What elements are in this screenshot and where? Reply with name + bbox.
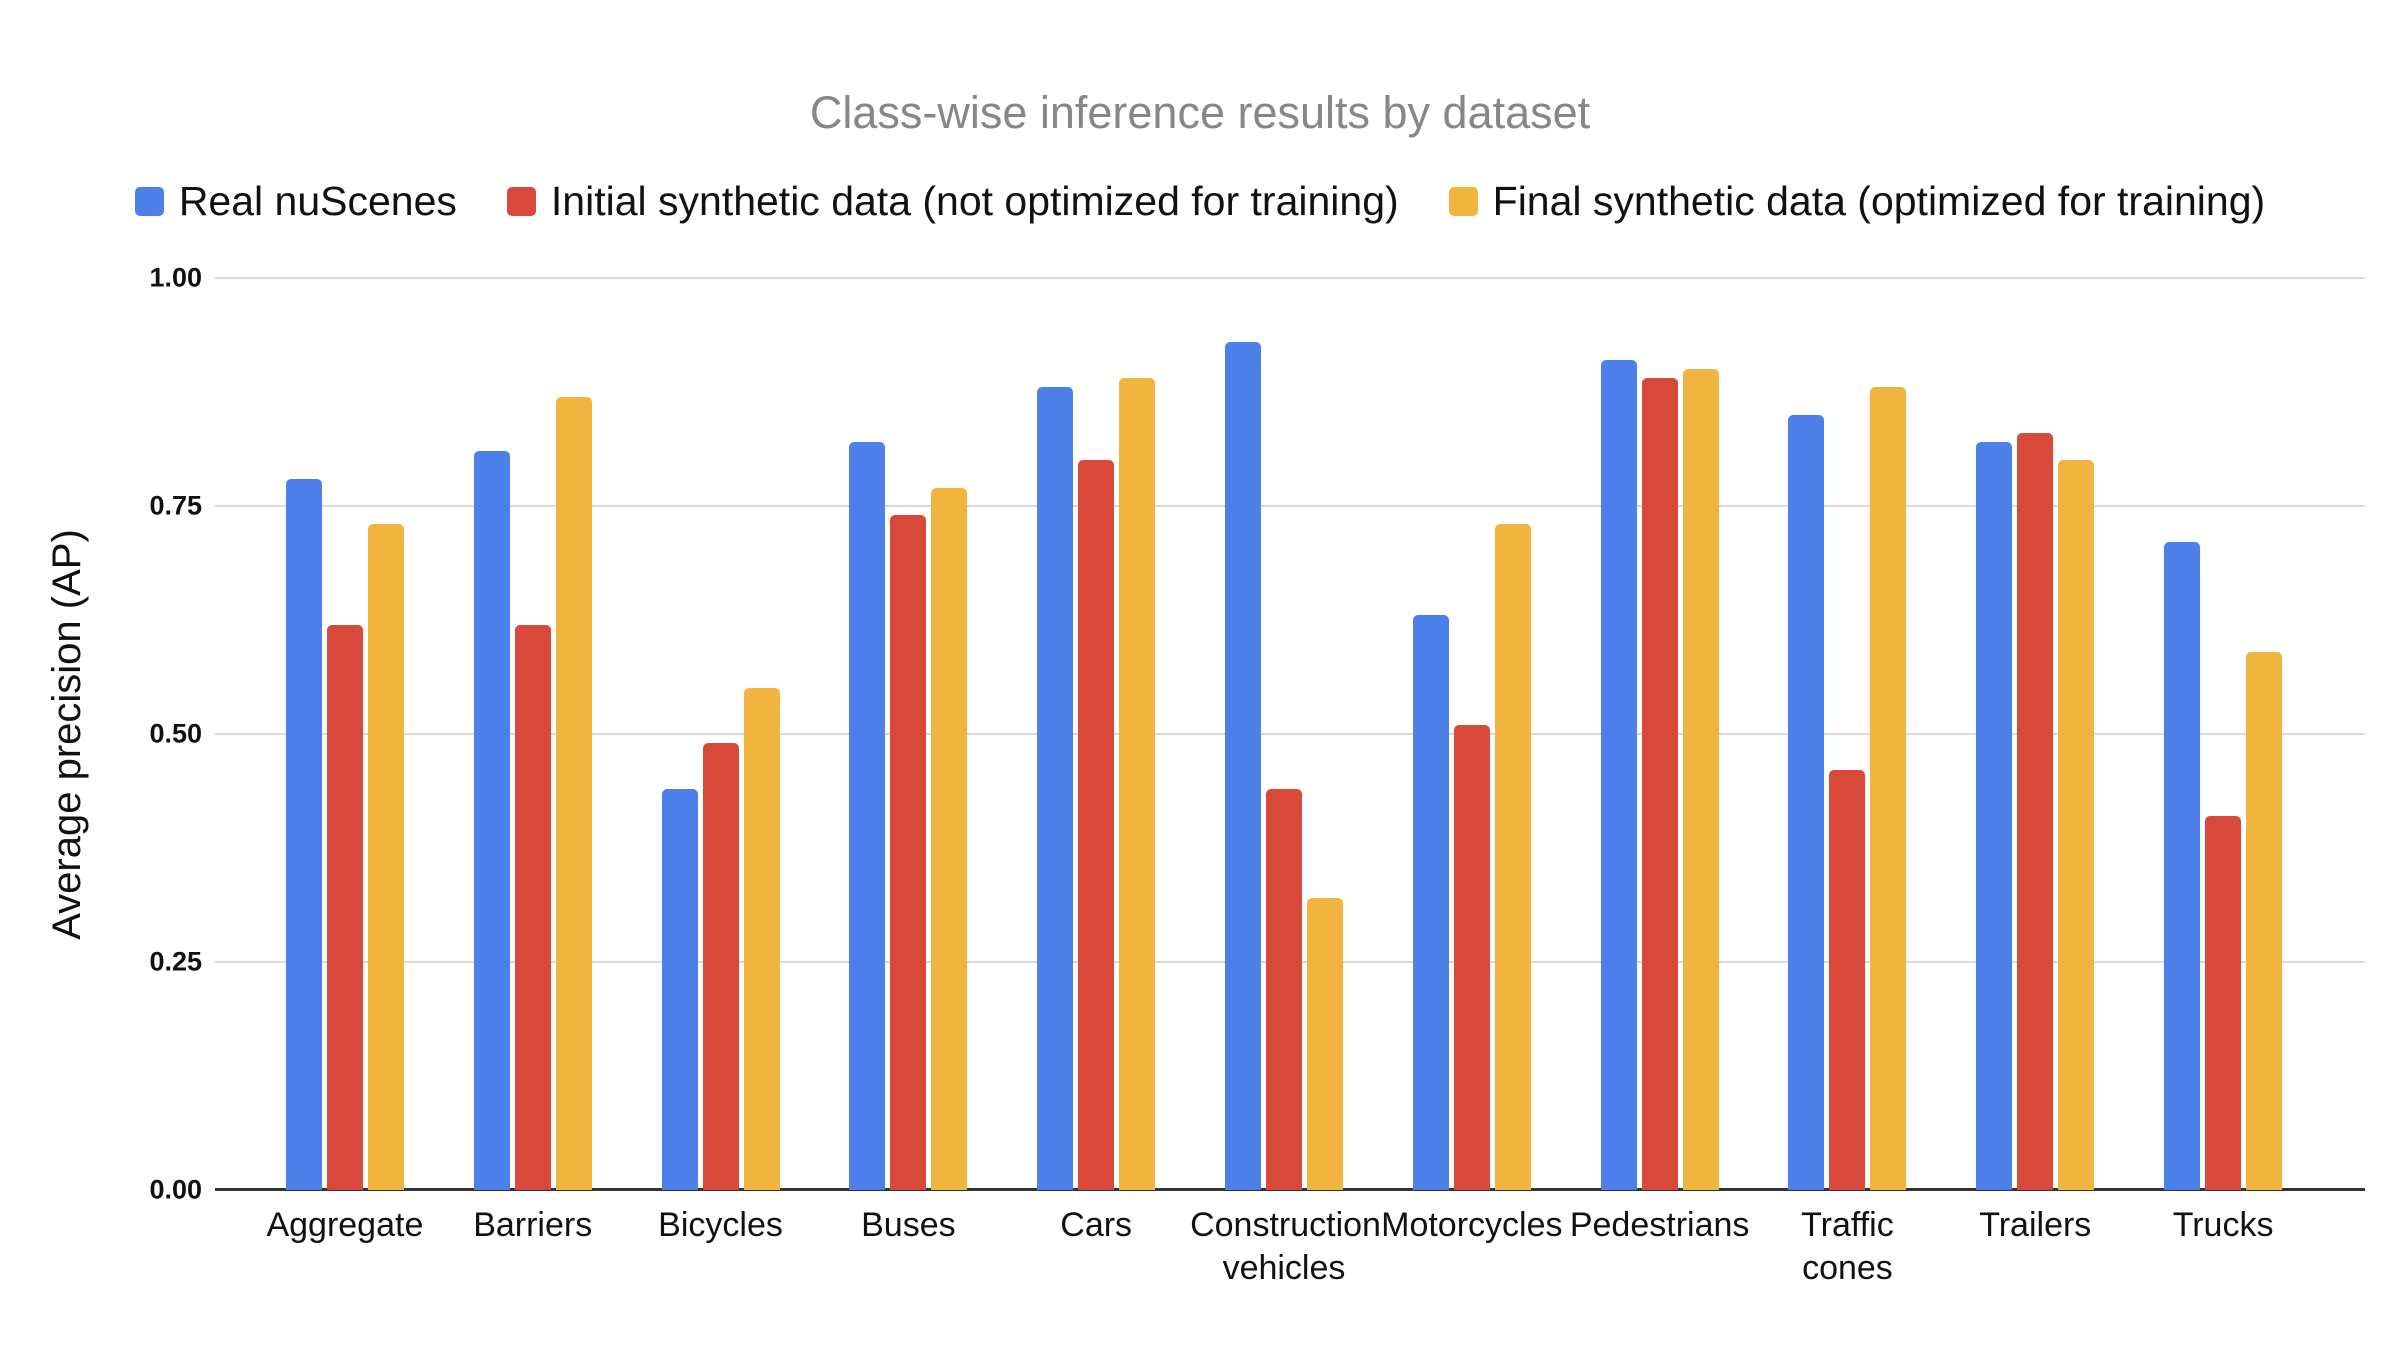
bar-group-motorcycles	[1378, 278, 1566, 1190]
bar-bicycles-real-nuscenes[interactable]	[661, 788, 698, 1190]
bar-aggregate-real-nuscenes[interactable]	[285, 478, 322, 1190]
bar-construction-vehicles-initial-synthetic-data-not-optimized-for-training-[interactable]	[1265, 788, 1302, 1190]
bar-group-cars	[1002, 278, 1190, 1190]
bar-traffic-cones-initial-synthetic-data-not-optimized-for-training-[interactable]	[1829, 770, 1866, 1190]
bar-motorcycles-final-synthetic-data-optimized-for-training-[interactable]	[1494, 524, 1531, 1190]
bar-traffic-cones-final-synthetic-data-optimized-for-training-[interactable]	[1870, 387, 1907, 1190]
plot-area: 0.00 0.25 0.50 0.75 1.00 Aggregate Barriers Bic…	[149, 263, 2365, 1287]
bar-group-construction-vehicles	[1190, 278, 1378, 1190]
legend-label: Real nuScenes	[178, 177, 457, 224]
y-tick-label-0.75: 0.75	[149, 490, 202, 521]
bar-construction-vehicles-final-synthetic-data-optimized-for-training-[interactable]	[1306, 898, 1343, 1190]
legend-item-initial-synthetic-data-not-optimized-for-training-: Initial synthetic data (not optimized fo…	[506, 177, 1399, 225]
y-tick-label-0.50: 0.50	[149, 718, 202, 749]
gridline-0.75	[215, 505, 2365, 507]
bar-buses-final-synthetic-data-optimized-for-training-[interactable]	[931, 487, 968, 1190]
bar-bicycles-final-synthetic-data-optimized-for-training-[interactable]	[743, 688, 780, 1190]
bar-trucks-real-nuscenes[interactable]	[2164, 542, 2201, 1190]
legend-item-final-synthetic-data-optimized-for-training-: Final synthetic data (optimized for trai…	[1448, 177, 2266, 225]
bar-group-buses	[814, 278, 1002, 1190]
bar-pedestrians-real-nuscenes[interactable]	[1600, 360, 1637, 1190]
x-axis-label-traffic-cones: Traffic cones	[1801, 1206, 1894, 1287]
bar-barriers-initial-synthetic-data-not-optimized-for-training-[interactable]	[514, 624, 551, 1190]
y-axis-title: Average precision (AP)	[44, 528, 89, 940]
bar-cars-initial-synthetic-data-not-optimized-for-training-[interactable]	[1078, 460, 1115, 1190]
bar-pedestrians-final-synthetic-data-optimized-for-training-[interactable]	[1682, 369, 1719, 1190]
bar-group-trucks	[2129, 278, 2317, 1190]
bar-group-bicycles	[627, 278, 815, 1190]
x-axis-label-trucks: Trucks	[2172, 1206, 2274, 1244]
legend-label: Initial synthetic data (not optimized fo…	[550, 177, 1399, 224]
legend-swatch-icon	[506, 186, 536, 216]
bar-trucks-final-synthetic-data-optimized-for-training-[interactable]	[2246, 651, 2283, 1190]
bar-bicycles-initial-synthetic-data-not-optimized-for-training-[interactable]	[702, 743, 739, 1190]
bar-trailers-initial-synthetic-data-not-optimized-for-training-[interactable]	[2017, 433, 2054, 1190]
bar-motorcycles-initial-synthetic-data-not-optimized-for-training-[interactable]	[1453, 724, 1490, 1190]
legend-label: Final synthetic data (optimized for trai…	[1492, 177, 2266, 224]
bar-aggregate-final-synthetic-data-optimized-for-training-[interactable]	[367, 524, 404, 1190]
legend-item-real-nuscenes: Real nuScenes	[134, 177, 457, 225]
y-tick-label-0.00: 0.00	[149, 1174, 202, 1205]
bar-pedestrians-initial-synthetic-data-not-optimized-for-training-[interactable]	[1641, 378, 1678, 1190]
bar-cars-real-nuscenes[interactable]	[1037, 387, 1074, 1190]
bar-cars-final-synthetic-data-optimized-for-training-[interactable]	[1119, 378, 1156, 1190]
bar-aggregate-initial-synthetic-data-not-optimized-for-training-[interactable]	[326, 624, 363, 1190]
bar-buses-real-nuscenes[interactable]	[849, 442, 886, 1190]
bar-trailers-real-nuscenes[interactable]	[1976, 442, 2013, 1190]
bar-group-aggregate	[251, 278, 439, 1190]
bar-group-pedestrians	[1566, 278, 1754, 1190]
bar-barriers-final-synthetic-data-optimized-for-training-[interactable]	[555, 396, 592, 1190]
y-tick-label-1.00: 1.00	[149, 262, 202, 293]
chart-title: Class-wise inference results by dataset	[809, 87, 1591, 138]
x-axis-label-cars: Cars	[1060, 1206, 1133, 1244]
y-axis-title-wrap: Average precision (AP)	[22, 278, 112, 1190]
x-axis-label-aggregate: Aggregate	[266, 1206, 424, 1244]
bar-trailers-final-synthetic-data-optimized-for-training-[interactable]	[2058, 460, 2095, 1190]
bar-construction-vehicles-real-nuscenes[interactable]	[1224, 341, 1261, 1190]
bar-motorcycles-real-nuscenes[interactable]	[1412, 615, 1449, 1190]
bar-group-barriers	[439, 278, 627, 1190]
x-axis-label-buses: Buses	[861, 1206, 956, 1244]
x-axis-label-construction-vehicles: Construction vehicles	[1190, 1206, 1381, 1287]
bar-barriers-real-nuscenes[interactable]	[473, 451, 510, 1190]
x-axis-label-bicycles: Bicycles	[658, 1206, 783, 1244]
bar-trucks-initial-synthetic-data-not-optimized-for-training-[interactable]	[2205, 816, 2242, 1190]
gridline-1.00	[215, 277, 2365, 279]
bar-group-traffic-cones	[1754, 278, 1942, 1190]
x-axis-label-trailers: Trailers	[1979, 1206, 2092, 1244]
x-axis-label-pedestrians: Pedestrians	[1569, 1206, 1750, 1244]
bar-traffic-cones-real-nuscenes[interactable]	[1788, 414, 1825, 1190]
bar-buses-initial-synthetic-data-not-optimized-for-training-[interactable]	[890, 515, 927, 1190]
x-axis-label-motorcycles: Motorcycles	[1381, 1206, 1563, 1244]
legend-swatch-icon	[1448, 186, 1478, 216]
y-tick-label-0.25: 0.25	[149, 946, 202, 977]
bar-group-trailers	[1941, 278, 2129, 1190]
legend: Real nuScenes Initial synthetic data (not…	[0, 176, 2400, 226]
legend-swatch-icon	[134, 186, 164, 216]
x-axis-label-barriers: Barriers	[473, 1206, 593, 1244]
gridline-0.50	[215, 733, 2365, 735]
